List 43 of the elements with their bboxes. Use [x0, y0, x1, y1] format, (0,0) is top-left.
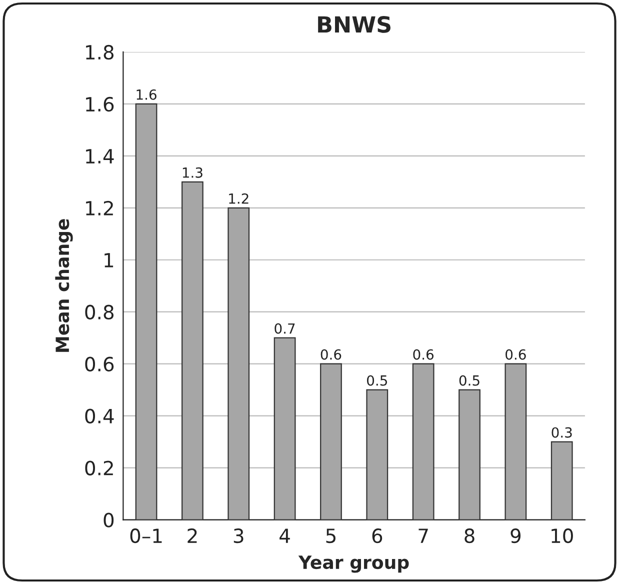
data-label: 0.6 — [413, 349, 434, 360]
bar — [412, 363, 434, 520]
y-tick-label: 0 — [104, 512, 114, 528]
x-tick-label: 6 — [372, 528, 382, 544]
x-tick-label: 7 — [418, 528, 428, 543]
data-label: 0.6 — [506, 349, 526, 360]
data-label: 0.5 — [459, 375, 480, 386]
bar — [550, 441, 573, 520]
chart-title: BNWS — [318, 16, 390, 33]
data-label: 1.6 — [136, 89, 156, 100]
y-tick-label: 0.8 — [85, 304, 114, 320]
y-tick-label: 1.4 — [86, 149, 114, 164]
y-tick-label: 1.8 — [86, 44, 114, 60]
x-tick-label: 8 — [464, 528, 474, 544]
bar — [135, 103, 158, 520]
data-label: 0.7 — [274, 323, 295, 334]
data-label: 0.3 — [552, 427, 572, 438]
y-tick-label: 1.6 — [86, 96, 114, 112]
bar — [458, 389, 480, 520]
x-tick-label: 0–1 — [130, 528, 162, 544]
x-tick-label: 9 — [510, 528, 521, 544]
data-label: 0.6 — [320, 349, 342, 360]
bar — [228, 207, 250, 520]
bar — [504, 363, 527, 520]
x-tick-label: 4 — [280, 528, 290, 543]
y-axis-title: Mean change — [55, 219, 73, 352]
x-tick-label: 10 — [552, 528, 573, 544]
bar — [274, 337, 296, 520]
x-tick-label: 5 — [326, 528, 336, 544]
data-label: 0.5 — [367, 375, 387, 386]
data-label: 1.2 — [229, 193, 248, 204]
x-axis-title: Year group — [298, 556, 409, 573]
y-tick-label: 0.6 — [85, 356, 114, 372]
x-tick-label: 3 — [234, 528, 244, 544]
bar — [182, 181, 204, 520]
y-tick-label: 1.2 — [86, 200, 113, 216]
data-label: 1.3 — [182, 167, 202, 178]
bar — [366, 389, 388, 520]
y-tick-label: 0.2 — [85, 460, 113, 476]
y-tick-label: 1 — [104, 253, 114, 268]
x-tick-label: 2 — [188, 528, 197, 543]
bar — [320, 363, 342, 520]
y-tick-label: 0.4 — [85, 408, 114, 424]
